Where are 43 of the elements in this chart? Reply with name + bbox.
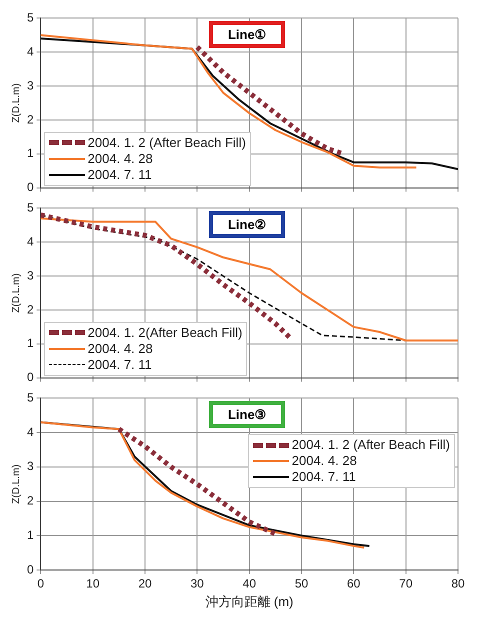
x-tick-label: 70 [399, 576, 413, 591]
y-tick-label: 2 [26, 302, 34, 316]
y-tick-label: 5 [26, 200, 34, 215]
y-tick-label: 1 [26, 336, 34, 350]
y-tick-label: 1 [26, 528, 34, 542]
y-tick-label: 3 [26, 268, 34, 282]
legend-label: 2004. 1. 2 (After Beach Fill) [88, 134, 246, 151]
legend-label: 2004. 1. 2 (After Beach Fill) [292, 437, 450, 454]
x-tick-label: 40 [242, 576, 256, 591]
y-axis-title: Z(D.L.m) [10, 83, 22, 123]
y-tick-label: 4 [26, 424, 34, 439]
legend-label: 2004. 7. 11 [88, 356, 152, 373]
y-tick-label: 2 [26, 494, 34, 508]
y-tick-label: 0 [26, 370, 34, 384]
x-tick-label: 30 [190, 576, 204, 591]
x-tick-label: 20 [138, 576, 152, 591]
text: Line① [209, 21, 286, 48]
x-tick-label: 80 [451, 576, 465, 591]
x-tick-label: 10 [86, 576, 100, 591]
y-tick-label: 5 [26, 10, 34, 25]
y-tick-label: 0 [26, 180, 34, 194]
y-tick-label: 2 [26, 112, 34, 126]
text: Line② [209, 211, 286, 238]
legend-label: 2004. 7. 11 [88, 166, 152, 183]
x-axis-title: 沖方向距離 (m) [205, 594, 294, 609]
y-tick-label: 5 [26, 390, 34, 405]
y-axis-title: Z(D.L.m) [10, 464, 22, 504]
legend-label: 2004. 4. 28 [292, 453, 357, 470]
legend-label: 2004. 4. 28 [88, 340, 153, 357]
y-tick-label: 4 [26, 234, 34, 248]
legend-label: 2004. 1. 2(After Beach Fill) [88, 324, 242, 341]
legend-label: 2004. 4. 28 [88, 150, 153, 167]
y-tick-label: 1 [26, 146, 34, 160]
x-tick-label: 50 [294, 576, 308, 591]
x-tick-label: 0 [37, 576, 44, 591]
y-tick-label: 0 [26, 562, 34, 576]
x-tick-label: 60 [346, 576, 361, 591]
text: Line③ [209, 401, 286, 428]
legend-label: 2004. 7. 11 [292, 469, 356, 486]
y-tick-label: 4 [26, 44, 34, 58]
y-tick-label: 3 [26, 459, 34, 474]
y-axis-title: Z(D.L.m) [10, 273, 22, 313]
y-tick-label: 3 [26, 78, 34, 92]
